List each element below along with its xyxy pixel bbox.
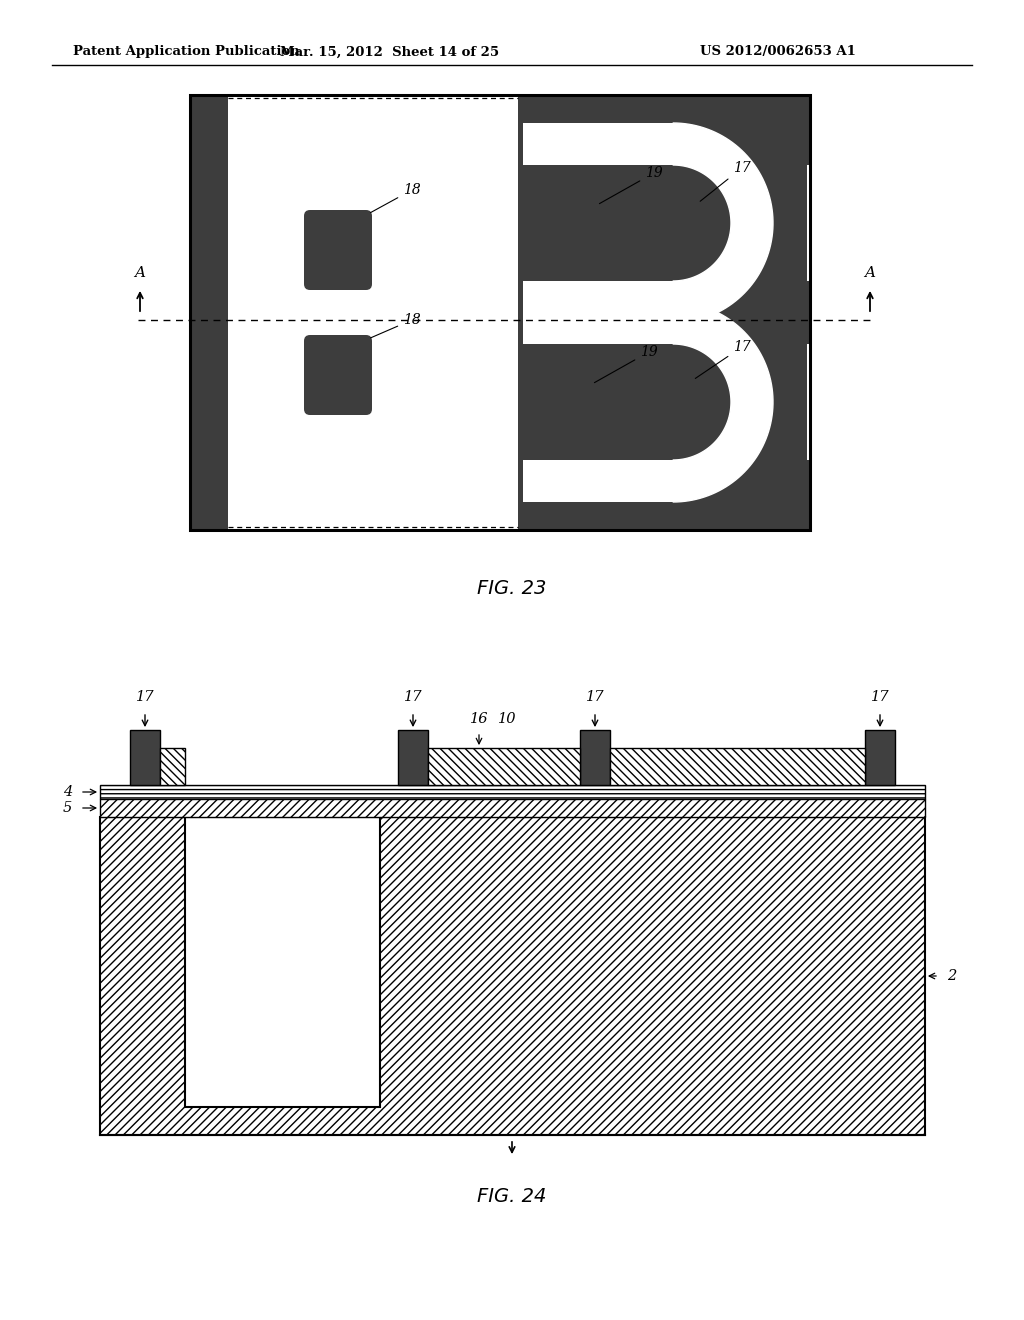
Text: 17: 17: [695, 341, 751, 379]
Bar: [190, 95, 810, 531]
Text: 18: 18: [371, 183, 421, 213]
Bar: [190, 95, 810, 531]
Text: 2: 2: [947, 969, 956, 983]
Text: 17: 17: [870, 690, 889, 704]
FancyBboxPatch shape: [544, 371, 596, 433]
Text: 18: 18: [371, 313, 421, 338]
Text: 17: 17: [136, 690, 155, 704]
Bar: [523, 123, 673, 165]
Text: 17: 17: [700, 161, 751, 201]
Bar: [580, 730, 610, 785]
FancyBboxPatch shape: [304, 335, 372, 414]
Bar: [100, 799, 925, 817]
Bar: [865, 730, 895, 785]
Text: US 2012/0062653 A1: US 2012/0062653 A1: [700, 45, 856, 58]
Text: Patent Application Publication: Patent Application Publication: [73, 45, 300, 58]
Text: A: A: [864, 267, 876, 280]
Bar: [100, 785, 925, 799]
Text: 16: 16: [470, 711, 488, 726]
Bar: [523, 302, 673, 345]
Bar: [228, 95, 518, 531]
Text: 19: 19: [599, 166, 663, 203]
Text: 17: 17: [403, 690, 422, 704]
Bar: [185, 817, 380, 1107]
Bar: [160, 748, 185, 785]
Bar: [398, 730, 428, 785]
Text: 4: 4: [62, 785, 72, 799]
Polygon shape: [673, 302, 773, 502]
Text: 17: 17: [586, 690, 604, 704]
Bar: [523, 459, 673, 502]
Text: FIG. 23: FIG. 23: [477, 578, 547, 598]
Bar: [807, 345, 827, 459]
Bar: [610, 748, 865, 785]
Text: 5: 5: [62, 801, 72, 814]
Text: FIG. 24: FIG. 24: [477, 1188, 547, 1206]
Text: 19: 19: [594, 345, 657, 383]
Bar: [553, 281, 611, 345]
Text: Mar. 15, 2012  Sheet 14 of 25: Mar. 15, 2012 Sheet 14 of 25: [281, 45, 500, 58]
Text: A: A: [134, 267, 145, 280]
Polygon shape: [673, 123, 773, 323]
Bar: [130, 730, 160, 785]
FancyBboxPatch shape: [549, 191, 601, 253]
FancyBboxPatch shape: [304, 210, 372, 290]
Bar: [523, 281, 673, 323]
Bar: [185, 817, 380, 1107]
Bar: [428, 748, 580, 785]
Text: 10: 10: [498, 711, 516, 726]
Bar: [807, 165, 827, 281]
Bar: [100, 817, 925, 1135]
